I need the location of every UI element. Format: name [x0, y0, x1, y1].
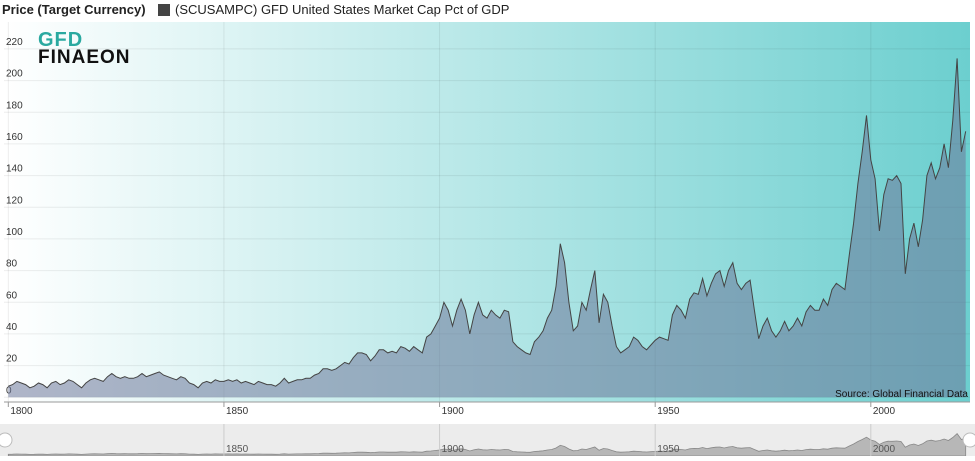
legend-label[interactable]: (SCUSAMPC) GFD United States Market Cap … — [175, 2, 509, 17]
navigator-tick-label: 1950 — [657, 444, 680, 455]
y-tick-label: 140 — [6, 164, 23, 175]
y-tick-label: 100 — [6, 227, 23, 238]
navigator-handle-right[interactable] — [962, 432, 975, 448]
source-note: Source: Global Financial Data — [835, 389, 968, 400]
x-tick-label: 1800 — [10, 406, 33, 417]
legend-swatch[interactable] — [158, 4, 170, 16]
navigator-handle-left[interactable] — [0, 432, 13, 448]
y-tick-label: 180 — [6, 100, 23, 111]
navigator-series — [7, 433, 967, 457]
line — [8, 58, 967, 389]
y-tick-label: 80 — [6, 259, 18, 270]
x-tick-label: 2000 — [873, 406, 896, 417]
logo-bottom: FINAEON — [38, 47, 131, 68]
x-tick-label: 1900 — [442, 406, 465, 417]
logo: GFD FINAEON — [38, 29, 131, 68]
navigator-tick-label: 1850 — [226, 444, 249, 455]
navigator[interactable] — [0, 424, 975, 456]
y-tick-label: 20 — [6, 354, 18, 365]
y-axis-title: Price (Target Currency) — [2, 2, 146, 17]
x-tick-label: 1850 — [226, 406, 249, 417]
area — [8, 58, 966, 398]
navigator-tick-label: 1900 — [442, 444, 465, 455]
y-tick-label: 120 — [6, 195, 23, 206]
y-tick-label: 160 — [6, 132, 23, 143]
y-tick-label: 60 — [6, 290, 18, 301]
y-tick-label: 220 — [6, 37, 23, 48]
y-tick-label: 200 — [6, 69, 23, 80]
navigator-tick-label: 2000 — [873, 444, 896, 455]
y-tick-label: 40 — [6, 322, 18, 333]
logo-top: GFD — [38, 29, 83, 51]
x-tick-label: 1950 — [657, 406, 680, 417]
